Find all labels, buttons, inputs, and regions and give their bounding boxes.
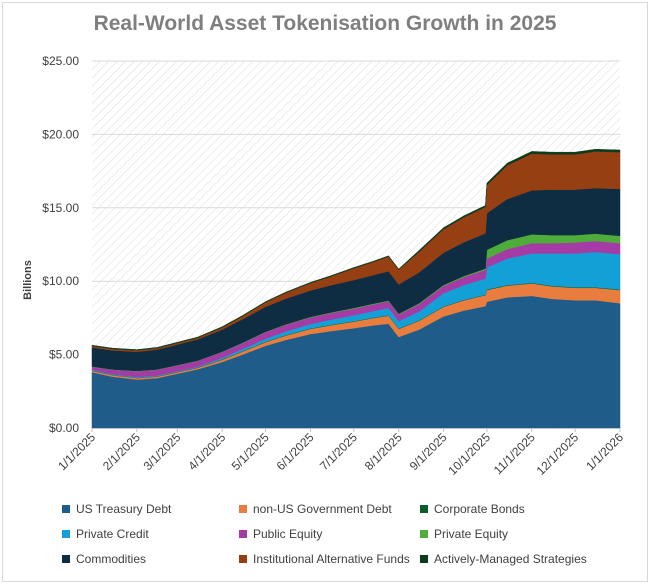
legend-swatch [239,505,247,513]
x-tick-label: 6/1/2025 [274,430,317,473]
legend-label: Actively-Managed Strategies [434,552,587,566]
legend-item: Institutional Alternative Funds [239,552,410,566]
legend-label: Private Credit [76,527,149,541]
legend-item: US Treasury Debt [62,502,171,516]
legend-swatch [239,555,247,563]
series-area-actively-managed-strategies [91,148,621,351]
legend-swatch [420,530,428,538]
legend-swatch [239,530,247,538]
x-tick-label: 8/1/2025 [362,430,405,473]
x-tick-label: 10/1/2025 [445,430,493,478]
x-tick-label: 11/1/2025 [491,430,538,477]
legend-label: Commodities [76,552,147,566]
x-tick-label: 1/1/2026 [583,430,626,473]
legend-swatch [62,530,70,538]
x-tick-label: 5/1/2025 [229,430,272,473]
y-tick-label: $5.00 [49,348,79,362]
y-axis: $0.00 $5.00 $10.00 $15.00 $20.00 $25.00 [42,54,79,435]
y-tick-label: $20.00 [42,127,79,141]
legend-item: Commodities [62,552,146,566]
x-tick-label: 3/1/2025 [141,430,184,473]
y-tick-label: $25.00 [42,54,79,68]
legend-item: Private Credit [62,527,149,541]
x-tick-label: 1/1/2025 [55,430,98,473]
legend-label: Corporate Bonds [434,502,525,516]
y-tick-label: $10.00 [42,274,79,288]
chart-title: Real-World Asset Tokenisation Growth in … [93,12,557,35]
legend-swatch [62,555,70,563]
y-tick-label: $0.00 [49,421,79,435]
legend-label: Private Equity [434,527,509,541]
legend-label: US Treasury Debt [76,502,172,516]
legend-swatch [62,505,70,513]
y-axis-title: Billions [22,260,34,300]
legend-swatch [420,555,428,563]
area-series [91,148,621,429]
legend-swatch [420,505,428,513]
x-tick-label: 9/1/2025 [407,430,450,473]
legend-item: Corporate Bonds [420,502,525,516]
legend-label: non-US Government Debt [253,502,392,516]
y-tick-label: $15.00 [42,201,79,215]
legend-item: Actively-Managed Strategies [420,552,587,566]
x-tick-label: 2/1/2025 [100,430,143,473]
legend-item: non-US Government Debt [239,502,392,516]
legend-label: Public Equity [253,527,323,541]
legend-item: Private Equity [420,527,508,541]
x-tick-label: 12/1/2025 [534,430,582,478]
x-tick-label: 4/1/2025 [185,430,228,473]
x-tick-label: 7/1/2025 [317,430,360,473]
legend-label: Institutional Alternative Funds [253,552,410,566]
legend-item: Public Equity [239,527,322,541]
